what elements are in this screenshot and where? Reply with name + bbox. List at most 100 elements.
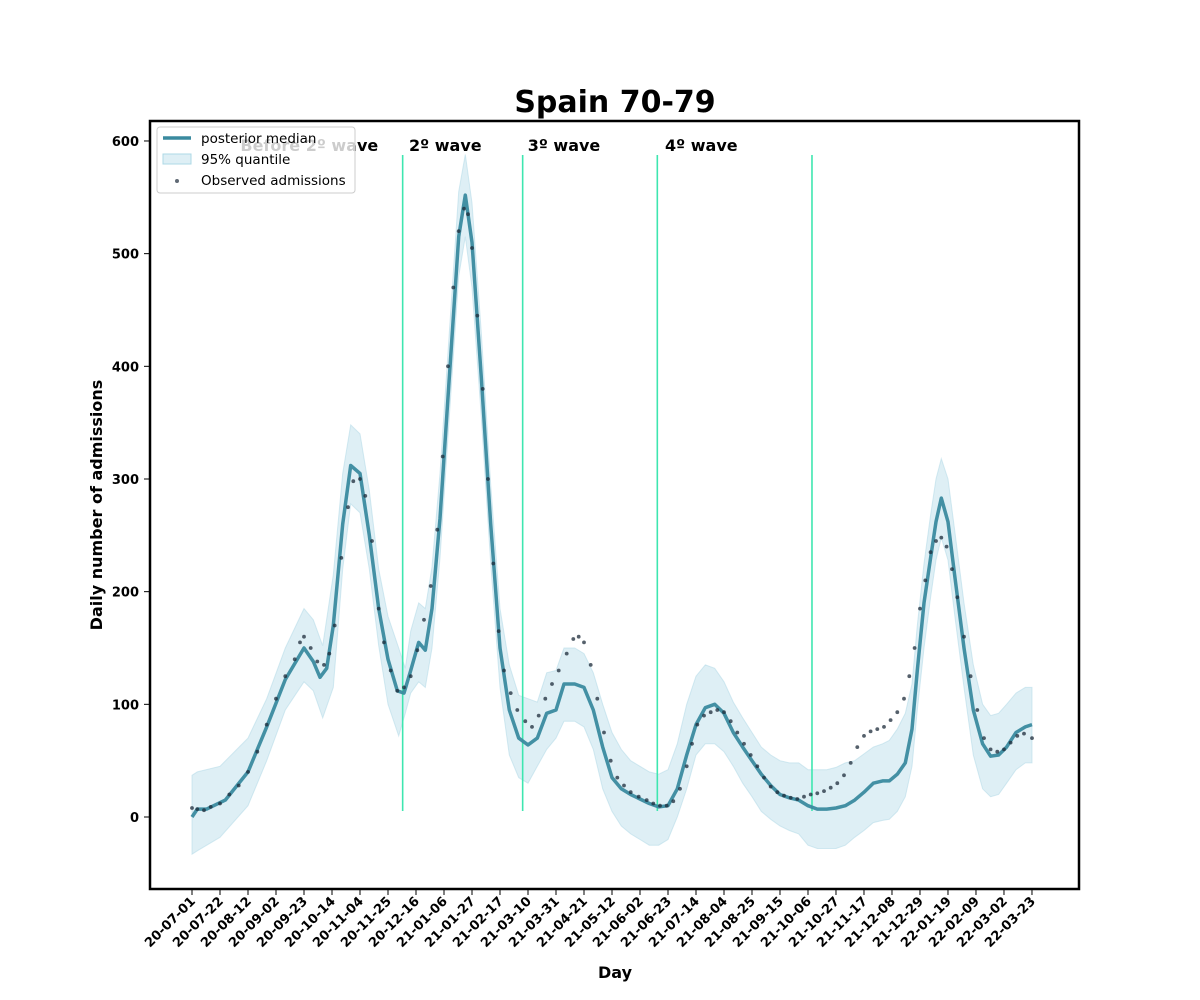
observed-point	[515, 708, 520, 712]
observed-point	[246, 770, 250, 774]
observed-point	[608, 758, 613, 763]
legend-band-swatch	[162, 153, 192, 165]
observed-point	[690, 741, 694, 746]
observed-point	[435, 527, 440, 532]
y-axis-label: Daily number of admissions	[87, 380, 106, 631]
observed-point	[842, 773, 846, 778]
observed-point	[742, 741, 746, 746]
observed-point	[678, 786, 682, 791]
observed-point	[456, 229, 461, 234]
observed-point	[1015, 734, 1020, 738]
observed-point	[651, 801, 656, 806]
observed-point	[982, 736, 986, 740]
observed-point	[358, 477, 362, 481]
observed-point	[615, 775, 620, 780]
observed-point	[1030, 736, 1034, 740]
observed-point	[595, 696, 600, 701]
observed-point	[274, 696, 278, 701]
observed-point	[451, 285, 456, 290]
observed-point	[855, 745, 860, 749]
observed-point	[822, 789, 826, 793]
observed-point	[190, 806, 194, 810]
observed-point	[502, 668, 506, 673]
observed-point	[486, 477, 490, 481]
observed-point	[888, 718, 893, 722]
observed-point	[564, 651, 569, 656]
observed-point	[975, 708, 980, 712]
observed-point	[944, 544, 949, 549]
observed-point	[815, 791, 820, 796]
observed-point	[755, 764, 760, 769]
observed-point	[571, 637, 576, 641]
observed-point	[902, 696, 906, 701]
observed-point	[346, 505, 350, 510]
observed-point	[491, 561, 496, 566]
observed-point	[715, 708, 720, 712]
legend-label-observed: Observed admissions	[201, 173, 346, 189]
observed-point	[480, 387, 485, 391]
observed-point	[395, 688, 400, 693]
observed-point	[466, 212, 470, 217]
observed-point	[576, 634, 581, 639]
observed-point	[428, 584, 433, 588]
observed-point	[708, 710, 713, 715]
observed-point	[636, 794, 641, 799]
observed-point	[523, 719, 528, 724]
observed-point	[768, 784, 773, 789]
observed-point	[628, 790, 633, 795]
observed-point	[1022, 731, 1026, 736]
observed-point	[684, 764, 689, 769]
observed-point	[298, 640, 302, 645]
observed-point	[422, 617, 426, 622]
median-line	[190, 193, 1033, 818]
wave-label-4: 4º wave	[665, 136, 738, 155]
observed-point	[912, 646, 917, 650]
observed-point	[536, 713, 541, 718]
observed-point	[470, 246, 474, 250]
observed-point	[895, 710, 900, 715]
observed-point	[283, 674, 288, 679]
observed-point	[695, 722, 700, 727]
observed-point	[382, 640, 386, 645]
y-tick-label: 600	[112, 135, 139, 150]
observed-point	[446, 364, 450, 369]
observed-point	[928, 550, 933, 555]
x-axis-label: Day	[598, 963, 633, 982]
observed-point	[370, 539, 374, 543]
observed-point	[218, 801, 222, 806]
observed-point	[828, 785, 833, 790]
observed-point	[530, 725, 534, 729]
observed-point	[255, 749, 260, 754]
observed-point	[923, 578, 928, 583]
y-tick-label: 100	[112, 698, 139, 713]
observed-point	[875, 727, 880, 731]
observed-point	[962, 634, 966, 639]
observed-point	[327, 651, 332, 656]
observed-point	[227, 792, 232, 797]
observed-point	[308, 646, 313, 650]
observed-point	[995, 749, 1000, 754]
observed-point	[748, 753, 753, 757]
y-axis: 0 100 200 300 400 500 600	[112, 135, 150, 826]
observed-point	[658, 803, 662, 808]
observed-point	[363, 494, 368, 498]
observed-point	[588, 663, 593, 667]
observed-point	[556, 668, 561, 673]
wave-label-2: 2º wave	[409, 136, 482, 155]
y-tick-label: 300	[112, 473, 139, 488]
observed-point	[950, 567, 954, 571]
observed-point	[782, 793, 786, 798]
observed-point	[202, 808, 206, 813]
wave-label-3: 3º wave	[528, 136, 601, 155]
legend-label-median: posterior median	[201, 131, 316, 147]
observed-point	[408, 674, 413, 679]
observed-point	[339, 556, 344, 560]
observed-point	[775, 790, 780, 795]
y-tick-label: 400	[112, 360, 139, 375]
legend-label-quantile: 95% quantile	[201, 152, 290, 168]
observed-point	[939, 535, 944, 540]
legend-dot-swatch	[175, 179, 179, 183]
observed-point	[955, 595, 960, 600]
observed-point	[722, 710, 726, 715]
